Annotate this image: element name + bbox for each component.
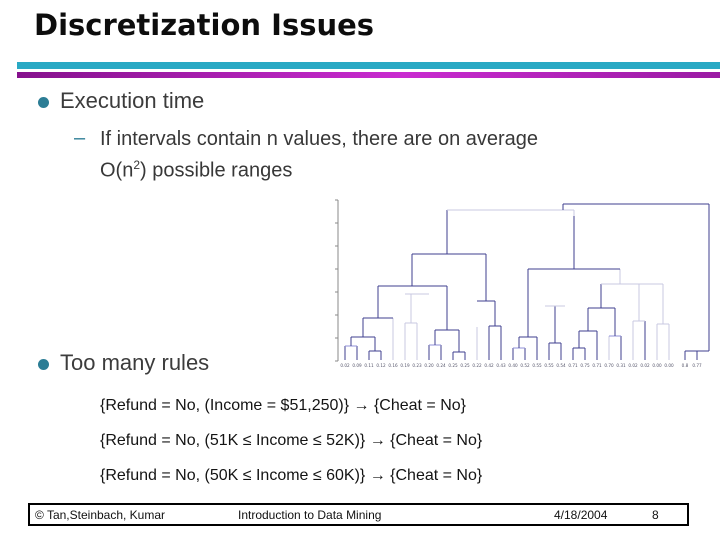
dendrogram-leaf-label: 0.75 (580, 363, 590, 368)
dendrogram-leaf-label: 0.77 (692, 363, 702, 368)
footer-bar: © Tan,Steinbach, Kumar Introduction to D… (28, 503, 689, 526)
dendrogram-leaf-label: 0.8 (682, 363, 689, 368)
dendrogram-leaf-label: 0.40 (508, 363, 518, 368)
sub-bullet-text: If intervals contain n values, there are… (100, 126, 660, 184)
dendrogram-leaf-label: 0.09 (352, 363, 362, 368)
dendrogram-figure: 0.02 0.09 0.11 0.12 0.16 0.19 0.23 0.20 0.24 0.25… (335, 196, 715, 382)
sub-bullet-superscript: 2 (133, 158, 141, 172)
bullet-too-many-rules: Too many rules (38, 350, 209, 376)
footer-copyright: © Tan,Steinbach, Kumar (35, 508, 166, 522)
dendrogram-leaf-label: 0.71 (568, 363, 578, 368)
dendrogram-leaf-label: 0.02 (628, 363, 638, 368)
dendrogram-leaf-label: 0.43 (496, 363, 506, 368)
bullet-dot-icon (38, 96, 49, 108)
dendrogram-leaf-label: 0.55 (544, 363, 554, 368)
dendrogram-leaf-label: 0.55 (532, 363, 542, 368)
sub-bullet-line1: If intervals contain n values, there are… (100, 128, 539, 150)
divider-top-bar (17, 62, 720, 69)
dendrogram-leaf-label: 0.00 (652, 363, 662, 368)
page-title: Discretization Issues (34, 8, 375, 42)
footer-book-title: Introduction to Data Mining (238, 508, 382, 522)
dendrogram-leaf-label: 0.20 (424, 363, 434, 368)
dendrogram-leaf-label: 0.02 (340, 363, 350, 368)
footer-date: 4/18/2004 (554, 508, 608, 522)
dendrogram-leaf-label: 0.54 (556, 363, 566, 368)
sub-bullet-dash-icon: – (74, 127, 86, 149)
dendrogram-leaf-label: 0.42 (484, 363, 494, 368)
rule-line-3: {Refund = No, (50K ≤ Income ≤ 60K)} → {C… (100, 467, 483, 484)
footer-page-number: 8 (652, 508, 659, 522)
bullet-text: Execution time (60, 88, 205, 113)
dendrogram-leaf-label: 0.00 (664, 363, 674, 368)
dendrogram-leaf-label: 0.70 (604, 363, 614, 368)
dendrogram-leaf-label: 0.23 (412, 363, 422, 368)
dendrogram-leaf-label: 0.02 (640, 363, 650, 368)
dendrogram-leaf-label: 0.25 (448, 363, 458, 368)
dendrogram-leaf-label: 0.25 (460, 363, 470, 368)
dendrogram-leaf-label: 0.16 (388, 363, 398, 368)
dendrogram-leaf-label: 0.31 (616, 363, 626, 368)
bullet-text: Too many rules (60, 350, 210, 375)
dendrogram-leaf-label: 0.71 (592, 363, 602, 368)
rule-line-2: {Refund = No, (51K ≤ Income ≤ 52K)} → {C… (100, 432, 483, 449)
dendrogram-leaf-label: 0.11 (364, 363, 374, 368)
divider-bottom-bar (17, 72, 720, 78)
dendrogram-leaf-label: 0.52 (520, 363, 530, 368)
dendrogram-leaf-label: 0.12 (376, 363, 386, 368)
dendrogram-leaf-label: 0.24 (436, 363, 446, 368)
dendrogram-leaf-label: 0.22 (472, 363, 482, 368)
bullet-execution-time: Execution time (38, 88, 204, 114)
sub-bullet-line2-post: ) possible ranges (140, 159, 293, 182)
sub-bullet-line2-pre: O(n (100, 159, 134, 182)
rule-line-1: {Refund = No, (Income = $51,250)} → {Che… (100, 397, 467, 414)
bullet-dot-icon (38, 358, 49, 370)
dendrogram-svg: 0.02 0.09 0.11 0.12 0.16 0.19 0.23 0.20 0.24 0.25… (335, 199, 710, 368)
dendrogram-leaf-label: 0.19 (400, 363, 410, 368)
